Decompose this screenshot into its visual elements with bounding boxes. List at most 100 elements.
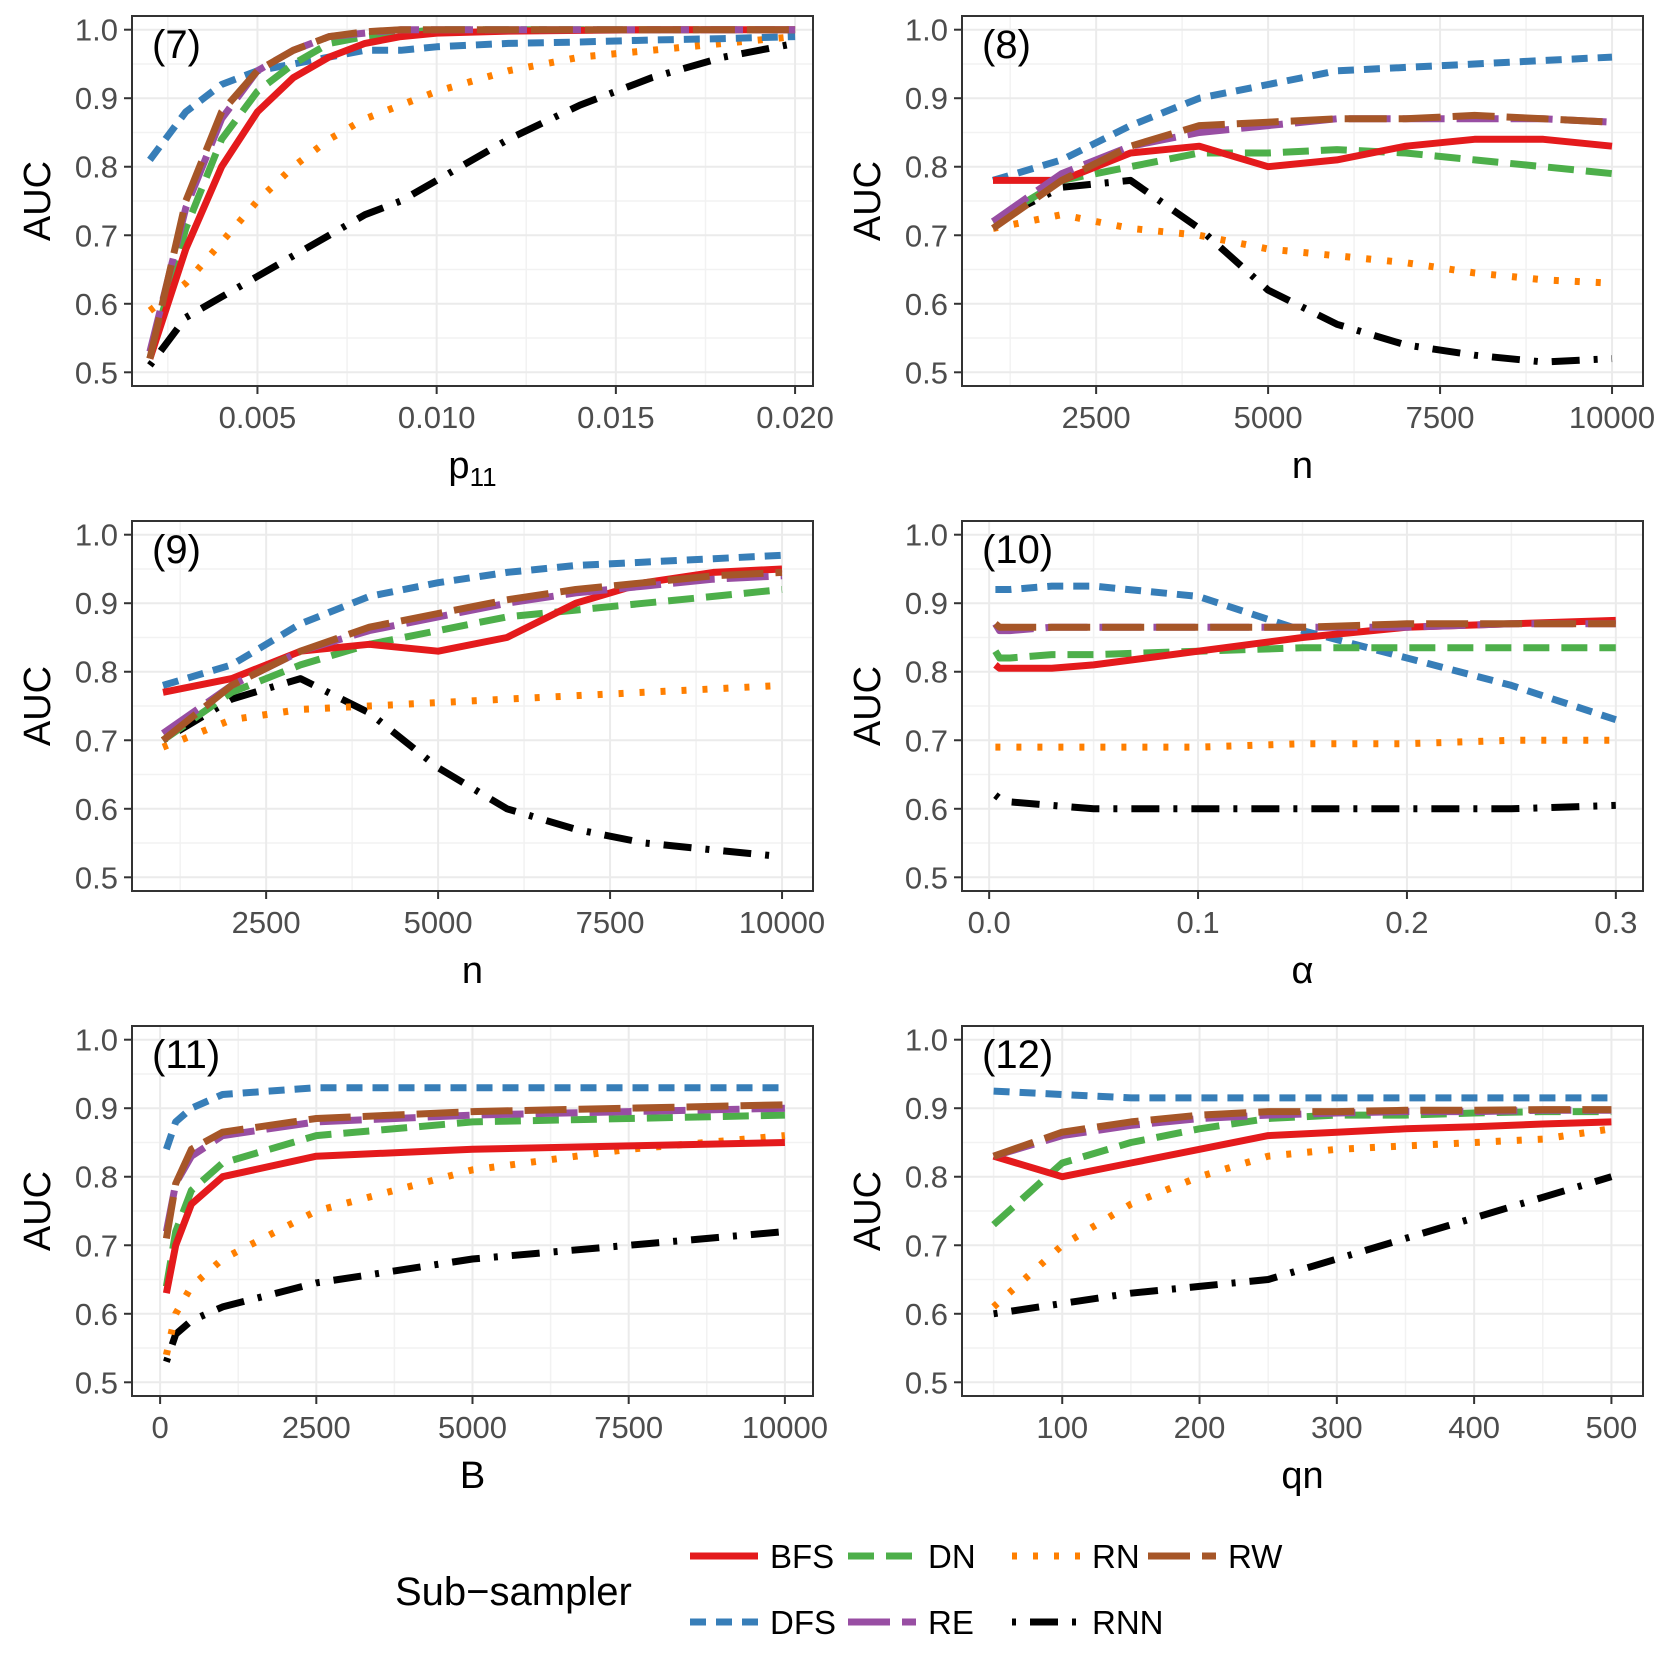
- y-tick-label: 0.8: [905, 150, 948, 185]
- series-lines: [160, 551, 783, 861]
- x-tick-label: 0.005: [219, 400, 297, 435]
- series-line-rn: [992, 211, 1613, 287]
- x-axis: 0.005 0.010 0.015 0.020: [219, 386, 834, 435]
- x-tick-label: 0.015: [577, 400, 655, 435]
- x-tick-label: 0: [151, 1410, 168, 1445]
- y-tick-label: 0.8: [75, 655, 118, 690]
- panel-tag: (7): [152, 23, 201, 67]
- panel-2: 0.5 0.6 0.7 0.8 0.9 1.0 2500 5000 7500 10000 AUC n (…: [847, 13, 1655, 487]
- panel-border: [961, 15, 1644, 387]
- y-tick-label: 0.5: [75, 1365, 118, 1400]
- x-axis-title-subscript: 11: [470, 462, 497, 492]
- series-lines: [991, 1087, 1613, 1318]
- series-line-dn: [991, 146, 1613, 225]
- legend-item-rw: RW: [1148, 1538, 1283, 1575]
- y-axis-title: AUC: [847, 161, 889, 241]
- y-tick-label: 0.6: [75, 287, 118, 322]
- series-line-dfs: [163, 1084, 785, 1151]
- legend-keys: BFS DN RN RW DFS RE RNN: [690, 1538, 1283, 1641]
- x-tick-label: 0.3: [1594, 905, 1637, 940]
- panel-tag: (10): [982, 528, 1053, 572]
- panel-border: [961, 1025, 1644, 1397]
- y-tick-label: 0.6: [905, 792, 948, 827]
- x-tick-label: 200: [1174, 1410, 1226, 1445]
- x-axis-title: n: [462, 950, 483, 992]
- y-tick-label: 0.8: [75, 1160, 118, 1195]
- y-tick-label: 1.0: [75, 13, 118, 48]
- series-line-rw: [993, 620, 1616, 631]
- panel-3: 0.5 0.6 0.7 0.8 0.9 1.0 2500 5000 7500 10000 AUC n (…: [17, 518, 825, 992]
- series-line-bfs: [992, 1118, 1612, 1181]
- x-axis: 2500 5000 7500 10000: [1062, 386, 1655, 435]
- y-tick-label: 0.9: [905, 586, 948, 621]
- series-lines: [992, 582, 1617, 813]
- y-axis-title: AUC: [847, 666, 889, 746]
- x-tick-label: 7500: [576, 905, 645, 940]
- y-tick-label: 0.8: [905, 655, 948, 690]
- series-line-dn: [992, 644, 1616, 662]
- legend-item-rnn: RNN: [1012, 1604, 1164, 1641]
- y-tick-label: 1.0: [75, 1023, 118, 1058]
- y-tick-label: 0.7: [905, 723, 948, 758]
- legend-label: RNN: [1092, 1604, 1164, 1641]
- y-tick-label: 0.8: [905, 1160, 948, 1195]
- legend-label: RN: [1092, 1538, 1140, 1575]
- x-axis: 0 2500 5000 7500 10000: [151, 1396, 828, 1445]
- x-tick-label: 300: [1311, 1410, 1363, 1445]
- x-tick-label: 10000: [1569, 400, 1655, 435]
- y-tick-label: 1.0: [75, 518, 118, 553]
- series-line-bfs: [162, 1139, 785, 1294]
- y-axis: 0.5 0.6 0.7 0.8 0.9 1.0: [75, 1023, 132, 1400]
- panel-tag: (12): [982, 1033, 1053, 1077]
- y-tick-label: 0.5: [905, 860, 948, 895]
- x-tick-label: 5000: [1234, 400, 1303, 435]
- x-tick-label: 10000: [739, 905, 825, 940]
- gridlines: [962, 1026, 1643, 1396]
- legend-label: BFS: [770, 1538, 834, 1575]
- y-tick-label: 0.7: [75, 1228, 118, 1263]
- panel-border: [961, 520, 1644, 892]
- series-line-rw: [160, 568, 783, 744]
- legend-label: DN: [928, 1538, 976, 1575]
- y-tick-label: 1.0: [905, 1023, 948, 1058]
- x-axis: 2500 5000 7500 10000: [232, 891, 825, 940]
- legend-label: RE: [928, 1604, 974, 1641]
- series-line-rw: [990, 111, 1613, 232]
- y-tick-label: 0.6: [75, 1297, 118, 1332]
- y-tick-label: 1.0: [905, 13, 948, 48]
- y-tick-label: 0.5: [75, 355, 118, 390]
- panel-tag: (11): [152, 1033, 220, 1077]
- legend-item-dfs: DFS: [690, 1604, 836, 1641]
- y-axis: 0.5 0.6 0.7 0.8 0.9 1.0: [905, 1023, 962, 1400]
- series-line-rw: [992, 1106, 1612, 1160]
- x-tick-label: 0.010: [398, 400, 476, 435]
- x-tick-label: 500: [1586, 1410, 1638, 1445]
- x-tick-label: 2500: [1062, 400, 1131, 435]
- legend-title: Sub−sampler: [395, 1570, 632, 1614]
- x-axis-title: α: [1292, 950, 1314, 992]
- panel-tag: (8): [982, 23, 1031, 67]
- x-axis: 100 200 300 400 500: [1036, 1396, 1637, 1445]
- series-line-rn: [161, 681, 783, 751]
- y-tick-label: 0.7: [75, 723, 118, 758]
- y-tick-label: 0.6: [75, 792, 118, 827]
- gridlines: [962, 521, 1643, 891]
- legend-item-bfs: BFS: [690, 1538, 834, 1575]
- series-line-dfs: [991, 53, 1613, 184]
- y-axis-title: AUC: [17, 1171, 59, 1251]
- x-tick-label: 100: [1036, 1410, 1088, 1445]
- y-axis-title: AUC: [17, 161, 59, 241]
- series-line-rn: [147, 33, 796, 314]
- x-axis-title: qn: [1281, 1455, 1323, 1497]
- y-tick-label: 0.5: [905, 355, 948, 390]
- y-tick-label: 0.6: [905, 1297, 948, 1332]
- y-axis: 0.5 0.6 0.7 0.8 0.9 1.0: [905, 518, 962, 895]
- y-tick-label: 0.7: [905, 1228, 948, 1263]
- y-tick-label: 0.5: [905, 1365, 948, 1400]
- series-line-dfs: [161, 551, 783, 689]
- y-tick-label: 0.7: [75, 218, 118, 253]
- panel-6: 0.5 0.6 0.7 0.8 0.9 1.0 100 200 300 400 500 AUC qn (1…: [847, 1023, 1644, 1497]
- series-line-rn: [995, 736, 1616, 751]
- series-lines: [990, 53, 1613, 366]
